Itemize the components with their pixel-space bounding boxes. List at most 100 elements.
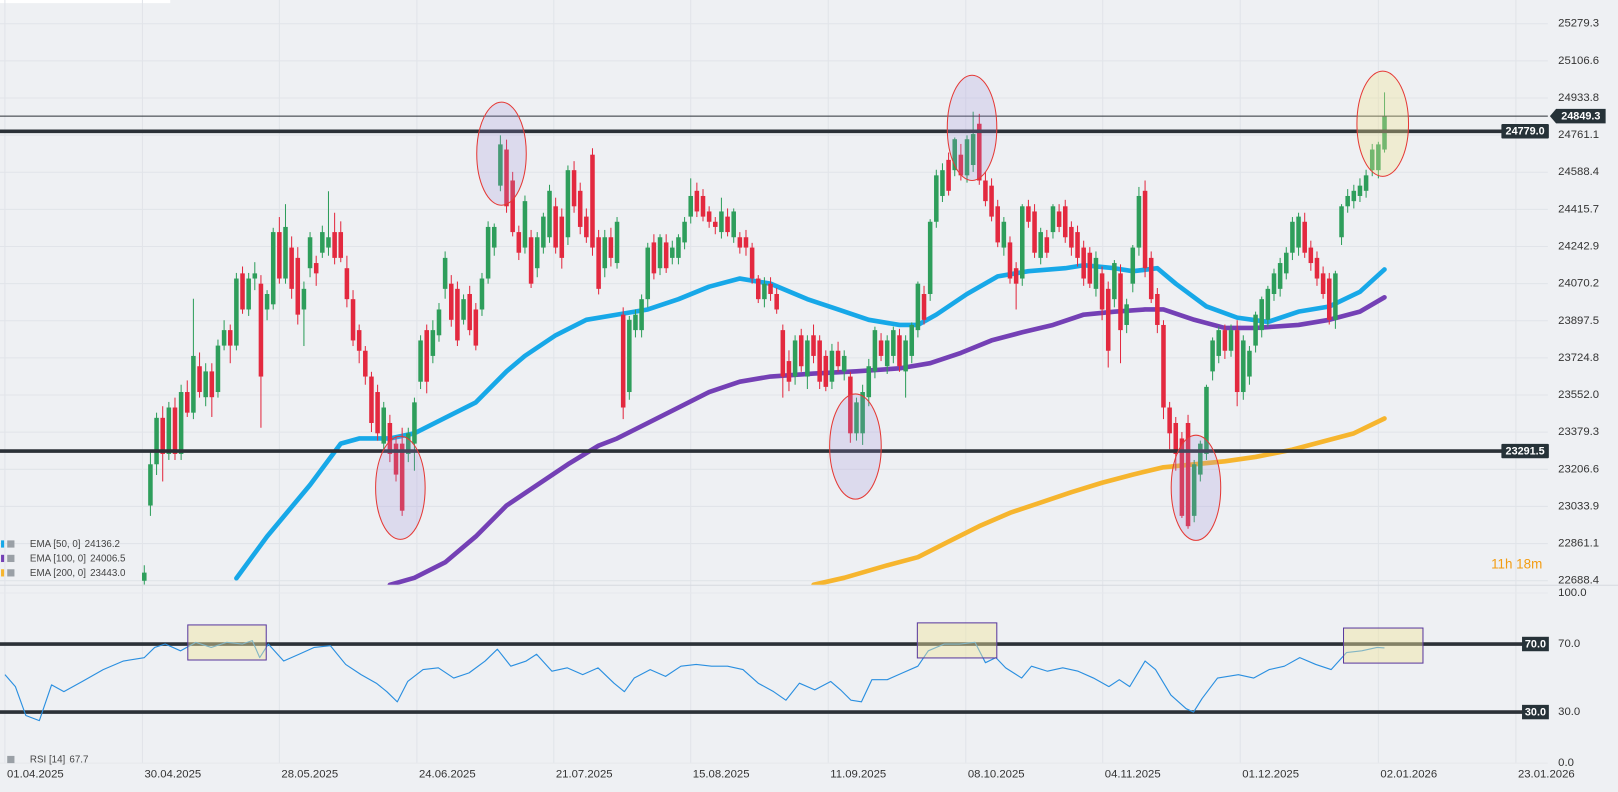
level-label: 23291.5 [1506, 445, 1545, 457]
last-price-badge [1549, 108, 1606, 124]
top-tab [0, 0, 171, 4]
candle-body [1185, 422, 1191, 527]
candle-body [510, 180, 515, 233]
candle-body [369, 376, 374, 423]
candle-body [541, 216, 546, 248]
candle-body [221, 330, 227, 346]
candle-body [209, 371, 215, 398]
candle-body [897, 335, 902, 367]
labels: 25279.3 25106.6 24933.8 24761.1 24588.4 24415… [1, 18, 1606, 780]
candle-body [627, 319, 632, 393]
candle-body [191, 355, 196, 413]
y-tick-label: 22688.4 [1558, 575, 1599, 587]
y-tick-label: 24242.9 [1558, 241, 1599, 253]
candle-body [240, 273, 245, 310]
candle-body [430, 330, 436, 356]
candle-body [983, 180, 988, 202]
x-tick-label: 30.04.2025 [145, 768, 202, 780]
candle-body [694, 190, 700, 212]
candle-body [344, 268, 350, 300]
highlight-ellipse [476, 101, 527, 206]
candle-body [498, 144, 503, 186]
candle-body [602, 237, 608, 269]
legend-name: EMA [200, 0] [30, 568, 86, 579]
candle-body [154, 417, 159, 465]
candle-body [1290, 221, 1295, 253]
candle-body [590, 154, 595, 248]
legend-value: 24136.2 [85, 539, 120, 550]
countdown: 11h 18m [1491, 557, 1542, 572]
candle-body [424, 330, 429, 382]
candle-body [1118, 273, 1123, 331]
y-tick-label: 25106.6 [1558, 55, 1599, 67]
candle-body [381, 407, 387, 444]
candle-body [295, 257, 301, 315]
candle-body [755, 278, 761, 300]
candle-body [172, 407, 178, 454]
candle-body [1216, 330, 1222, 356]
candle-body [700, 195, 706, 217]
candle-body [1222, 330, 1228, 351]
candle-body [227, 330, 233, 346]
candle-body [706, 211, 712, 222]
legend-icon [7, 755, 15, 764]
candle-body [406, 433, 411, 454]
candle-body [1038, 232, 1043, 258]
candle-body [528, 237, 534, 284]
candle-body [1357, 185, 1363, 196]
candle-body [670, 247, 675, 258]
legend-value: 24006.5 [90, 554, 126, 565]
candle-body [479, 278, 485, 310]
candle-body [989, 185, 994, 217]
candle-body [522, 201, 528, 248]
candle-body [946, 159, 951, 191]
candle-body [1210, 340, 1215, 372]
candle-body [1345, 195, 1350, 207]
candle-body [332, 232, 337, 258]
candle-body [1376, 144, 1381, 171]
candle-body [958, 154, 964, 176]
candle-body [393, 443, 399, 475]
rsi-level-badge [1522, 704, 1549, 720]
candle-body [1155, 294, 1160, 325]
candle-body [731, 211, 736, 238]
candle-body [780, 330, 786, 377]
candle-body [1062, 206, 1068, 238]
candle-body [934, 175, 939, 222]
rsi-level-badge [1522, 636, 1549, 652]
candle-body [1075, 232, 1080, 258]
candle-body [148, 464, 153, 506]
x-tick-label: 24.06.2025 [419, 768, 476, 780]
candle-body [909, 324, 915, 356]
candle-body [608, 237, 614, 258]
candle-body [1314, 257, 1320, 279]
candle-body [1191, 464, 1197, 516]
legend-swatch [1, 569, 5, 577]
candle-body [1363, 175, 1369, 191]
ema-line [234, 262, 1387, 581]
candle-body [449, 283, 454, 320]
candle-body [178, 392, 184, 454]
candle-body [811, 335, 816, 356]
candle-body [473, 309, 479, 346]
candle-body [277, 232, 282, 279]
candle-body [197, 366, 202, 393]
candle-body [270, 232, 276, 305]
legend-icon [7, 569, 15, 577]
candle-body [1326, 278, 1332, 320]
candle-body [356, 330, 362, 351]
candle-body [160, 417, 165, 454]
candle-body [878, 340, 884, 356]
candle-body [442, 257, 448, 289]
candle-body [1161, 324, 1166, 408]
y-tick-label: 24070.2 [1558, 278, 1599, 290]
candle-body [1136, 195, 1142, 248]
candle-body [663, 242, 669, 269]
candle-body [1032, 211, 1037, 253]
candle-body [915, 283, 921, 331]
candle-body [203, 371, 208, 398]
candle-body [1007, 242, 1013, 279]
candle-body [142, 572, 147, 581]
candle-body [412, 402, 417, 444]
